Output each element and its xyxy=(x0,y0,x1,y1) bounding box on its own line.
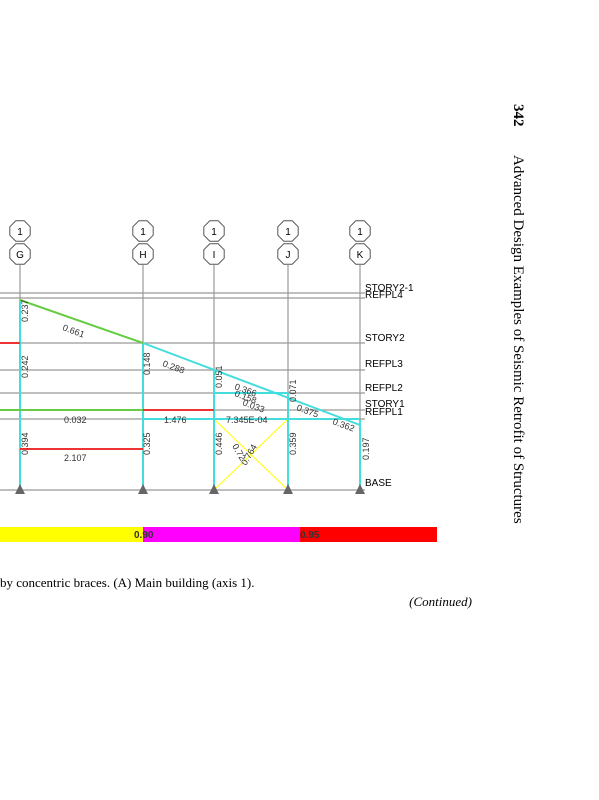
scale-bar xyxy=(143,527,300,542)
grid-letter: H xyxy=(139,250,146,261)
grid-number: 1 xyxy=(17,227,23,238)
member-label: 0.148 xyxy=(142,352,152,375)
braces xyxy=(213,418,289,491)
level-label: REFPL3 xyxy=(365,359,403,370)
level-label: STORY2 xyxy=(365,333,405,344)
grid-number: 1 xyxy=(357,227,363,238)
level-label: BASE xyxy=(365,478,392,489)
member-label: 7.345E-04 xyxy=(226,415,268,425)
member-label: 1.476 xyxy=(164,415,187,425)
member-label: 0.197 xyxy=(361,437,371,460)
member-label: 0.359 xyxy=(288,432,298,455)
grid-number: 1 xyxy=(211,227,217,238)
grid-bubble xyxy=(9,220,31,242)
level-label: REFPL4 xyxy=(365,290,403,301)
level-label: REFPL2 xyxy=(365,383,403,394)
caption: by concentric braces. (A) Main building … xyxy=(0,575,255,590)
continued: (Continued) xyxy=(409,594,472,609)
running-title: Advanced Design Examples of Seismic Retr… xyxy=(510,155,526,524)
grid-bubble xyxy=(132,243,154,265)
grid-letter: J xyxy=(286,250,291,261)
member-label: 0.071 xyxy=(288,379,298,402)
member-label: 0.325 xyxy=(142,432,152,455)
member-label: 0.237 xyxy=(20,299,30,322)
member-label: 0.051 xyxy=(214,365,224,388)
grid-letter: K xyxy=(357,250,364,261)
member-label: 0.242 xyxy=(20,355,30,378)
support xyxy=(283,484,293,494)
roof-brace xyxy=(19,299,144,344)
member-label: 0.033 xyxy=(241,397,266,414)
page-number: 342 xyxy=(510,104,526,127)
member-label: 0.661 xyxy=(61,322,86,339)
member-label: 0.394 xyxy=(20,432,30,455)
support xyxy=(355,484,365,494)
member-label: 2.107 xyxy=(64,453,87,463)
grid-number: 1 xyxy=(140,227,146,238)
scale-bar xyxy=(0,527,143,542)
grid-bubble xyxy=(132,220,154,242)
grid-bubble xyxy=(349,220,371,242)
level-label: STORY2-1 xyxy=(365,283,414,294)
scale-label: 0.95 xyxy=(300,530,320,541)
grid-bubble xyxy=(203,243,225,265)
grid-letter: I xyxy=(213,250,216,261)
member-label: 0.288 xyxy=(161,358,186,375)
level-label: REFPL1 xyxy=(365,407,403,418)
support xyxy=(15,484,25,494)
member-label: 0.375 xyxy=(295,402,320,419)
grid-number: 1 xyxy=(285,227,291,238)
level-lines xyxy=(0,265,365,491)
support xyxy=(138,484,148,494)
grid-bubble xyxy=(277,220,299,242)
grid-bubble xyxy=(277,243,299,265)
columns xyxy=(19,300,361,490)
grid-bubble xyxy=(9,243,31,265)
member-label: 0.446 xyxy=(214,432,224,455)
support xyxy=(209,484,219,494)
grid-bubble xyxy=(203,220,225,242)
grid-bubble xyxy=(349,243,371,265)
scale-label: 0.90 xyxy=(134,530,154,541)
level-label: STORY1 xyxy=(365,399,405,410)
scale-bar xyxy=(300,527,437,542)
member-label: 0.032 xyxy=(64,415,87,425)
grid-letter: G xyxy=(16,250,24,261)
